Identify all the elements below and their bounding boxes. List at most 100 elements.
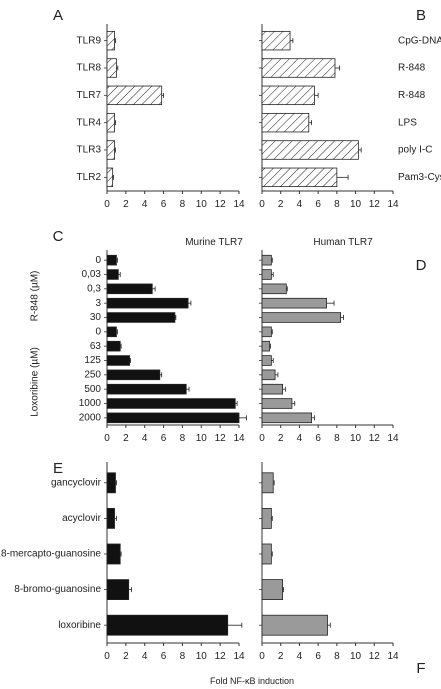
panel-e-x-tick-label: 2 — [123, 651, 129, 662]
panel-e-bar — [106, 472, 116, 494]
panel-e-category-label: gancyclovir — [51, 477, 102, 488]
panel-f-x-tick-label: 14 — [387, 651, 399, 662]
panel-c-x-tick-label: 4 — [142, 433, 148, 444]
panel-c-category-label: 1000 — [79, 398, 102, 409]
panel-d-bar — [261, 297, 327, 309]
panel-c-group-label: R-848 (µM) — [30, 271, 41, 322]
panel-d-x-tick-label: 2 — [278, 433, 284, 444]
panel-b-x-tick-label: 4 — [297, 199, 303, 210]
panel-a-category-label: TLR4 — [77, 117, 102, 128]
panel-d-x-tick-label: 4 — [297, 433, 303, 444]
panel-a-bar — [106, 58, 117, 78]
panel-a-category-label: TLR8 — [77, 63, 102, 74]
panel-f-bar — [261, 543, 272, 565]
panel-c-bar — [106, 398, 236, 409]
panel-d-bar — [261, 383, 283, 395]
panel-c-bar — [106, 297, 189, 309]
panel-a-x-tick-label: 6 — [161, 199, 167, 210]
panel-b-x-tick-label: 6 — [315, 199, 321, 210]
panel-c-x-tick-label: 8 — [180, 433, 186, 444]
panel-f-x-tick-label: 0 — [259, 651, 265, 662]
panel-d-bar — [261, 340, 270, 352]
panel-a-bar — [106, 30, 115, 51]
panel-c-bar — [106, 254, 117, 266]
panel-c-x-tick-label: 14 — [233, 433, 245, 444]
panel-d-bar — [261, 412, 312, 424]
panel-c-bar — [106, 369, 161, 381]
panel-f-x-tick-label: 12 — [369, 651, 381, 662]
panel-c-x-tick-label: 0 — [104, 433, 110, 444]
panel-d-bar — [261, 312, 341, 323]
panel-c-bar — [106, 355, 131, 366]
panel-b-x-tick-label: 8 — [334, 199, 340, 210]
panel-b-bar — [261, 58, 336, 78]
panel-c-title: Murine TLR7 — [185, 237, 243, 248]
panel-a-x-tick-label: 0 — [104, 199, 110, 210]
panel-d-letter: D — [416, 257, 427, 274]
panel-d-x-tick-label: 0 — [259, 433, 265, 444]
panel-e-x-tick-label: 6 — [161, 651, 167, 662]
panel-b-x-tick-label: 2 — [278, 199, 284, 210]
panel-a-x-tick-label: 4 — [142, 199, 148, 210]
panel-e-x-tick-label: 4 — [142, 651, 148, 662]
panel-f-x-tick-label: 10 — [350, 651, 362, 662]
panel-a-letter: A — [53, 7, 63, 24]
panel-e-x-tick-label: 10 — [196, 651, 208, 662]
panel-a-bar — [106, 167, 114, 188]
panel-b-bar — [261, 85, 315, 106]
panel-e-x-tick-label: 8 — [180, 651, 186, 662]
panel-b-bar — [261, 30, 291, 51]
panel-e-x-tick-label: 14 — [233, 651, 245, 662]
panel-b-x-tick-label: 10 — [350, 199, 362, 210]
panel-d-x-tick-label: 14 — [387, 433, 399, 444]
panel-f-x-tick-label: 2 — [278, 651, 284, 662]
panel-c-category-label: 0,3 — [87, 283, 101, 294]
panel-a-x-tick-label: 8 — [180, 199, 186, 210]
panel-d-x-tick-label: 6 — [315, 433, 321, 444]
panel-b-x-tick-label: 0 — [259, 199, 265, 210]
panel-c-category-label: 30 — [90, 312, 102, 323]
panel-d-bar — [261, 398, 293, 409]
panel-b-x-tick-label: 14 — [387, 199, 399, 210]
panel-c-group-label: Loxoribine (µM) — [30, 347, 41, 417]
panel-e-category-label: 8-bromo-guanosine — [14, 584, 101, 595]
panel-a-bar — [106, 140, 115, 160]
panel-f-chart: F 0 2 4 6 8 10 12 14 — [259, 462, 426, 677]
panel-f-letter: F — [416, 660, 425, 677]
panel-a-category-label: TLR7 — [77, 90, 102, 101]
panel-c-bar — [106, 283, 153, 295]
panel-c-category-label: 63 — [90, 341, 102, 352]
panel-d-bar — [261, 355, 272, 366]
panel-c-bar — [106, 412, 240, 424]
panel-c-category-label: 0 — [95, 326, 101, 337]
panel-b-category-label: R-848 — [398, 63, 426, 74]
panel-a-x-tick-label: 12 — [215, 199, 227, 210]
panel-e-category-label: acyclovir — [62, 513, 102, 524]
panel-c-x-tick-label: 6 — [161, 433, 167, 444]
panel-d-bar — [261, 326, 272, 338]
panel-d-x-tick-label: 12 — [369, 433, 381, 444]
panel-e-category-label: loxoribine — [58, 620, 101, 631]
panel-c-category-label: 0 — [95, 255, 101, 266]
panel-c-bar — [106, 312, 176, 323]
panel-d-chart: D Human TLR7 0 2 4 6 8 10 12 14 — [259, 237, 427, 444]
panel-d-bar — [261, 283, 287, 295]
panel-a-x-tick-label: 2 — [123, 199, 129, 210]
panel-a-x-tick-label: 10 — [196, 199, 208, 210]
panel-c-category-label: 3 — [95, 298, 101, 309]
panel-c-category-label: 125 — [84, 355, 101, 366]
x-axis-label: Fold NF-κB induction — [210, 676, 294, 686]
panel-f-bar — [261, 614, 328, 636]
panel-a-bar — [106, 85, 163, 106]
panel-c-x-tick-label: 2 — [123, 433, 129, 444]
panel-b-letter: B — [416, 7, 426, 24]
panel-c-category-label: 0,03 — [82, 269, 102, 280]
panel-f-bar — [261, 472, 274, 494]
panel-e-bar — [106, 543, 121, 565]
panel-c-category-label: 2000 — [79, 412, 102, 423]
panel-b-category-label: CpG-DNA — [398, 35, 441, 46]
panel-c-x-tick-label: 10 — [196, 433, 208, 444]
panel-c-bar — [106, 383, 187, 395]
panel-a-category-label: TLR9 — [77, 35, 102, 46]
